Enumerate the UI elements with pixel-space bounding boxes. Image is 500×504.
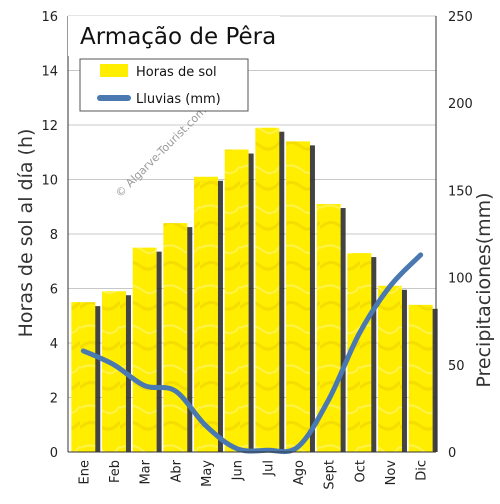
bar xyxy=(71,302,96,452)
y-tick-label: 10 xyxy=(41,174,58,189)
bar xyxy=(102,291,126,452)
bar xyxy=(132,247,157,452)
y-tick-label: 14 xyxy=(41,65,58,80)
bar xyxy=(194,176,218,452)
y2-axis-label: Precipitaciones(mm) xyxy=(473,192,495,387)
y2-tick-label: 0 xyxy=(448,446,456,461)
x-tick-label: Nov xyxy=(384,460,399,486)
y-axis-label: Horas de sol al día (h) xyxy=(15,129,37,338)
bar xyxy=(255,127,280,452)
legend-swatch-sunshine xyxy=(100,64,128,77)
title-box: Armação de Pêra xyxy=(68,16,280,56)
y2-tick-label: 150 xyxy=(448,184,473,199)
x-tick-label: Oct xyxy=(353,460,368,482)
y2-tick-label: 250 xyxy=(448,10,473,25)
bar xyxy=(286,141,310,452)
x-tick-label: Ene xyxy=(77,460,92,484)
rainfall-line xyxy=(80,252,424,455)
y-tick-label: 12 xyxy=(41,119,58,134)
legend: Horas de sol Lluvias (mm) xyxy=(79,58,249,112)
y2-tick-label: 200 xyxy=(448,97,473,112)
bar xyxy=(224,149,249,452)
x-tick-label: Ago xyxy=(292,460,307,485)
bar xyxy=(163,223,188,452)
legend-label-rainfall: Lluvias (mm) xyxy=(136,92,221,107)
y-tick-label: 8 xyxy=(50,228,58,243)
axes xyxy=(67,16,437,453)
x-tick-label: Abr xyxy=(169,459,184,482)
y-tick-label: 2 xyxy=(50,392,58,407)
legend-label-sunshine: Horas de sol xyxy=(136,65,217,80)
x-tick-label: May xyxy=(200,460,215,487)
y-tick-label: 6 xyxy=(50,283,58,298)
chart-title: Armação de Pêra xyxy=(80,24,276,50)
x-tick-label: Dic xyxy=(415,460,430,481)
bar xyxy=(408,304,433,452)
y2-tick-label: 100 xyxy=(448,272,473,287)
x-tick-label: Feb xyxy=(108,460,123,483)
tick-labels: 0 2 4 6 8 10 12 14 16 0 50 100 150 200 250 Ene Feb Mar Abr… xyxy=(41,10,472,490)
title-background xyxy=(68,16,280,56)
y-tick-label: 16 xyxy=(41,10,58,25)
x-tick-label: Sept xyxy=(323,460,338,490)
bar xyxy=(347,253,372,452)
x-tick-label: Jul xyxy=(261,460,276,477)
y-tick-label: 4 xyxy=(50,337,58,352)
x-tick-label: Jun xyxy=(231,460,246,481)
x-tick-label: Mar xyxy=(139,459,154,484)
y-tick-label: 0 xyxy=(50,446,58,461)
bar xyxy=(378,285,402,452)
y2-tick-label: 50 xyxy=(448,359,465,374)
rainfall-line-path xyxy=(80,252,424,455)
